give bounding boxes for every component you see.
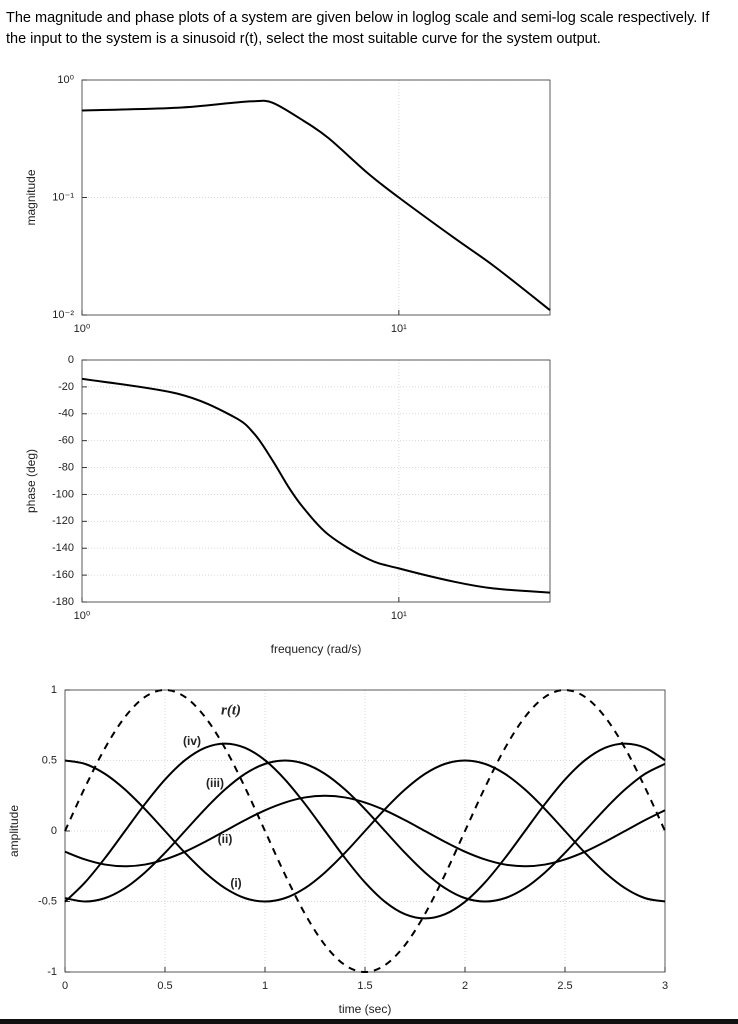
x-tick-label: 10⁰ xyxy=(74,323,91,335)
curve-label: (iv) xyxy=(183,734,201,748)
y-tick-label: -60 xyxy=(58,435,74,447)
y-axis-label: amplitude xyxy=(7,805,21,857)
x-tick-label: 1 xyxy=(262,980,268,992)
y-tick-label: -160 xyxy=(52,569,74,581)
y-tick-label: -180 xyxy=(52,596,74,608)
x-tick-label: 10⁰ xyxy=(74,610,91,622)
y-tick-label: 0 xyxy=(68,354,74,366)
y-tick-label: 10⁻² xyxy=(52,309,74,321)
y-tick-label: 0 xyxy=(51,825,57,837)
y-tick-label: 1 xyxy=(51,684,57,696)
x-tick-label: 0.5 xyxy=(157,980,172,992)
data-line xyxy=(81,377,551,594)
question: The magnitude and phase plots of a syste… xyxy=(6,10,710,47)
y-tick-label: -1 xyxy=(47,966,57,978)
data-line xyxy=(64,688,666,974)
x-tick-label: 0 xyxy=(62,980,68,992)
curve-label: (ii) xyxy=(218,832,233,846)
y-tick-label: -40 xyxy=(58,408,74,420)
y-tick-label: -0.5 xyxy=(38,895,57,907)
y-tick-label: -20 xyxy=(58,381,74,393)
x-tick-label: 2 xyxy=(462,980,468,992)
x-axis-label: time (sec) xyxy=(339,1002,392,1016)
plot-frame xyxy=(81,79,551,316)
bottom-bar xyxy=(0,1019,738,1024)
curve-label: (i) xyxy=(230,876,241,890)
y-axis-label: magnitude xyxy=(24,169,38,225)
x-axis-label: frequency (rad/s) xyxy=(271,642,362,656)
y-tick-label: 0.5 xyxy=(42,754,57,766)
y-axis-label: phase (deg) xyxy=(24,449,38,513)
y-tick-label: -140 xyxy=(52,542,74,554)
y-tick-label: 10⁰ xyxy=(57,74,74,86)
curve-label: r(t) xyxy=(221,702,241,718)
data-line xyxy=(81,99,551,311)
data-line xyxy=(64,759,666,903)
y-tick-label: 10⁻¹ xyxy=(52,191,74,203)
y-tick-label: -120 xyxy=(52,515,74,527)
x-tick-label: 10¹ xyxy=(391,610,407,622)
x-tick-label: 1.5 xyxy=(357,980,372,992)
x-tick-label: 2.5 xyxy=(557,980,572,992)
x-tick-label: 3 xyxy=(662,980,668,992)
x-tick-label: 10¹ xyxy=(391,323,407,335)
curve-label: (iii) xyxy=(206,776,224,790)
data-line xyxy=(64,794,666,868)
y-tick-label: -80 xyxy=(58,461,74,473)
y-tick-label: -100 xyxy=(52,488,74,500)
data-line xyxy=(64,742,666,920)
plot-frame xyxy=(81,359,551,603)
plot-area xyxy=(82,360,550,602)
data-line xyxy=(64,759,666,903)
